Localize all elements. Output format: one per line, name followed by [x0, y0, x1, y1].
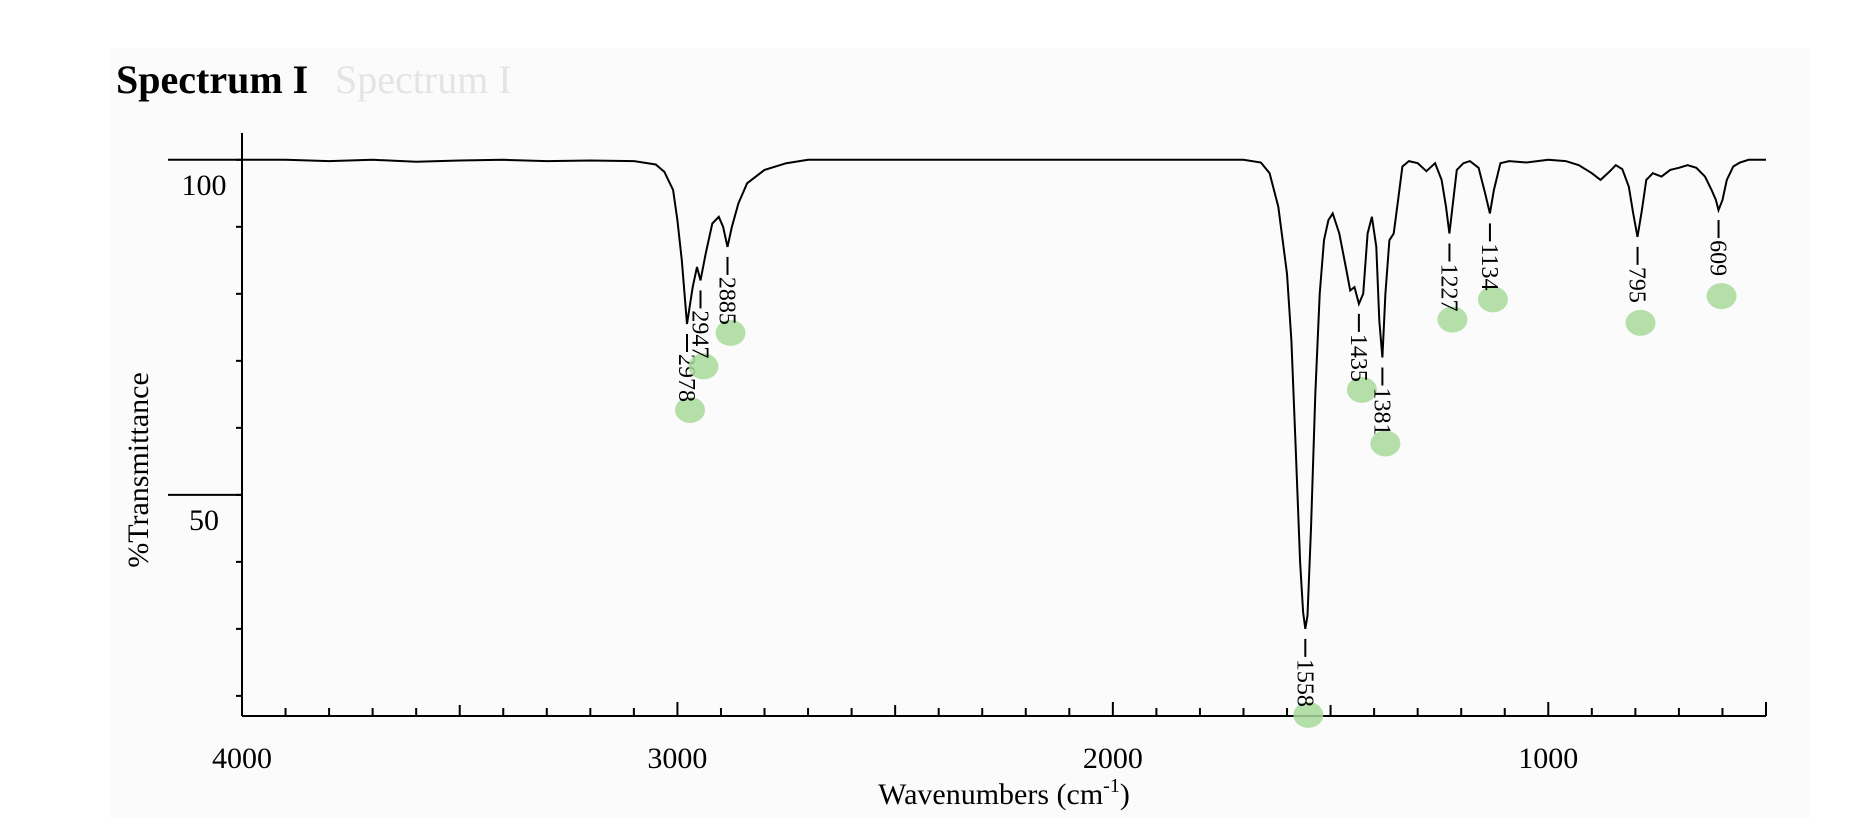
peak-annotation-2885: 2885 — [714, 256, 746, 346]
x-axis-title-text: Wavenumbers (cm — [878, 778, 1103, 811]
x-tick-label: 3000 — [647, 742, 707, 775]
peak-highlight-marker — [715, 319, 746, 346]
peak-highlight-marker — [1477, 286, 1508, 313]
peak-label: 1381 — [1368, 387, 1394, 435]
peak-highlight-marker — [1346, 376, 1377, 403]
x-tick-label: 4000 — [212, 742, 272, 775]
x-axis-title-superscript: -1 — [1103, 775, 1120, 797]
peak-annotation-795: 795 — [1624, 246, 1656, 336]
peak-label: 795 — [1624, 267, 1650, 303]
peak-annotation-1227: 1227 — [1435, 243, 1468, 333]
peak-annotation-1134: 1134 — [1476, 223, 1508, 313]
y-tick-label: 100 — [182, 169, 227, 202]
chart-title: Spectrum I — [116, 57, 309, 102]
x-tick-label: 1000 — [1518, 742, 1578, 775]
chart-title-ghost: Spectrum I — [335, 57, 512, 102]
peak-annotation-1381: 1381 — [1368, 367, 1401, 457]
peak-highlight-marker — [1370, 430, 1401, 457]
peak-label: 2947 — [687, 310, 713, 358]
peak-highlight-marker — [675, 396, 706, 423]
peak-label: 1134 — [1476, 243, 1502, 290]
y-tick-label: 50 — [189, 504, 219, 537]
peak-annotation-1558: 1558 — [1291, 638, 1324, 728]
peak-highlight-marker — [1437, 306, 1468, 333]
x-axis-title: Wavenumbers (cm-1) — [878, 775, 1130, 811]
peak-annotation-2947: 2947 — [687, 290, 719, 380]
x-tick-label: 2000 — [1083, 742, 1143, 775]
peak-highlight-marker — [1293, 701, 1324, 728]
peak-annotation-609: 609 — [1705, 220, 1737, 310]
spectrum-trace — [242, 158, 1766, 630]
peak-highlight-marker — [1706, 283, 1737, 310]
peak-label: 1558 — [1291, 659, 1317, 707]
peak-highlight-marker — [688, 353, 719, 380]
y-axis-title: %Transmittance — [122, 372, 155, 568]
ticks-group: 4000 3000 2000 1000 100 50 — [182, 158, 1767, 775]
axes-group — [168, 133, 1767, 717]
x-axis-title-end: ) — [1120, 778, 1130, 811]
peak-highlight-marker — [1625, 309, 1656, 336]
peak-annotation-1435: 1435 — [1345, 313, 1377, 403]
peak-label: 2885 — [714, 277, 740, 325]
chart-background — [110, 48, 1810, 818]
peak-label: 1227 — [1435, 264, 1461, 312]
peak-label: 609 — [1705, 240, 1731, 276]
peak-label: 1435 — [1345, 334, 1371, 382]
